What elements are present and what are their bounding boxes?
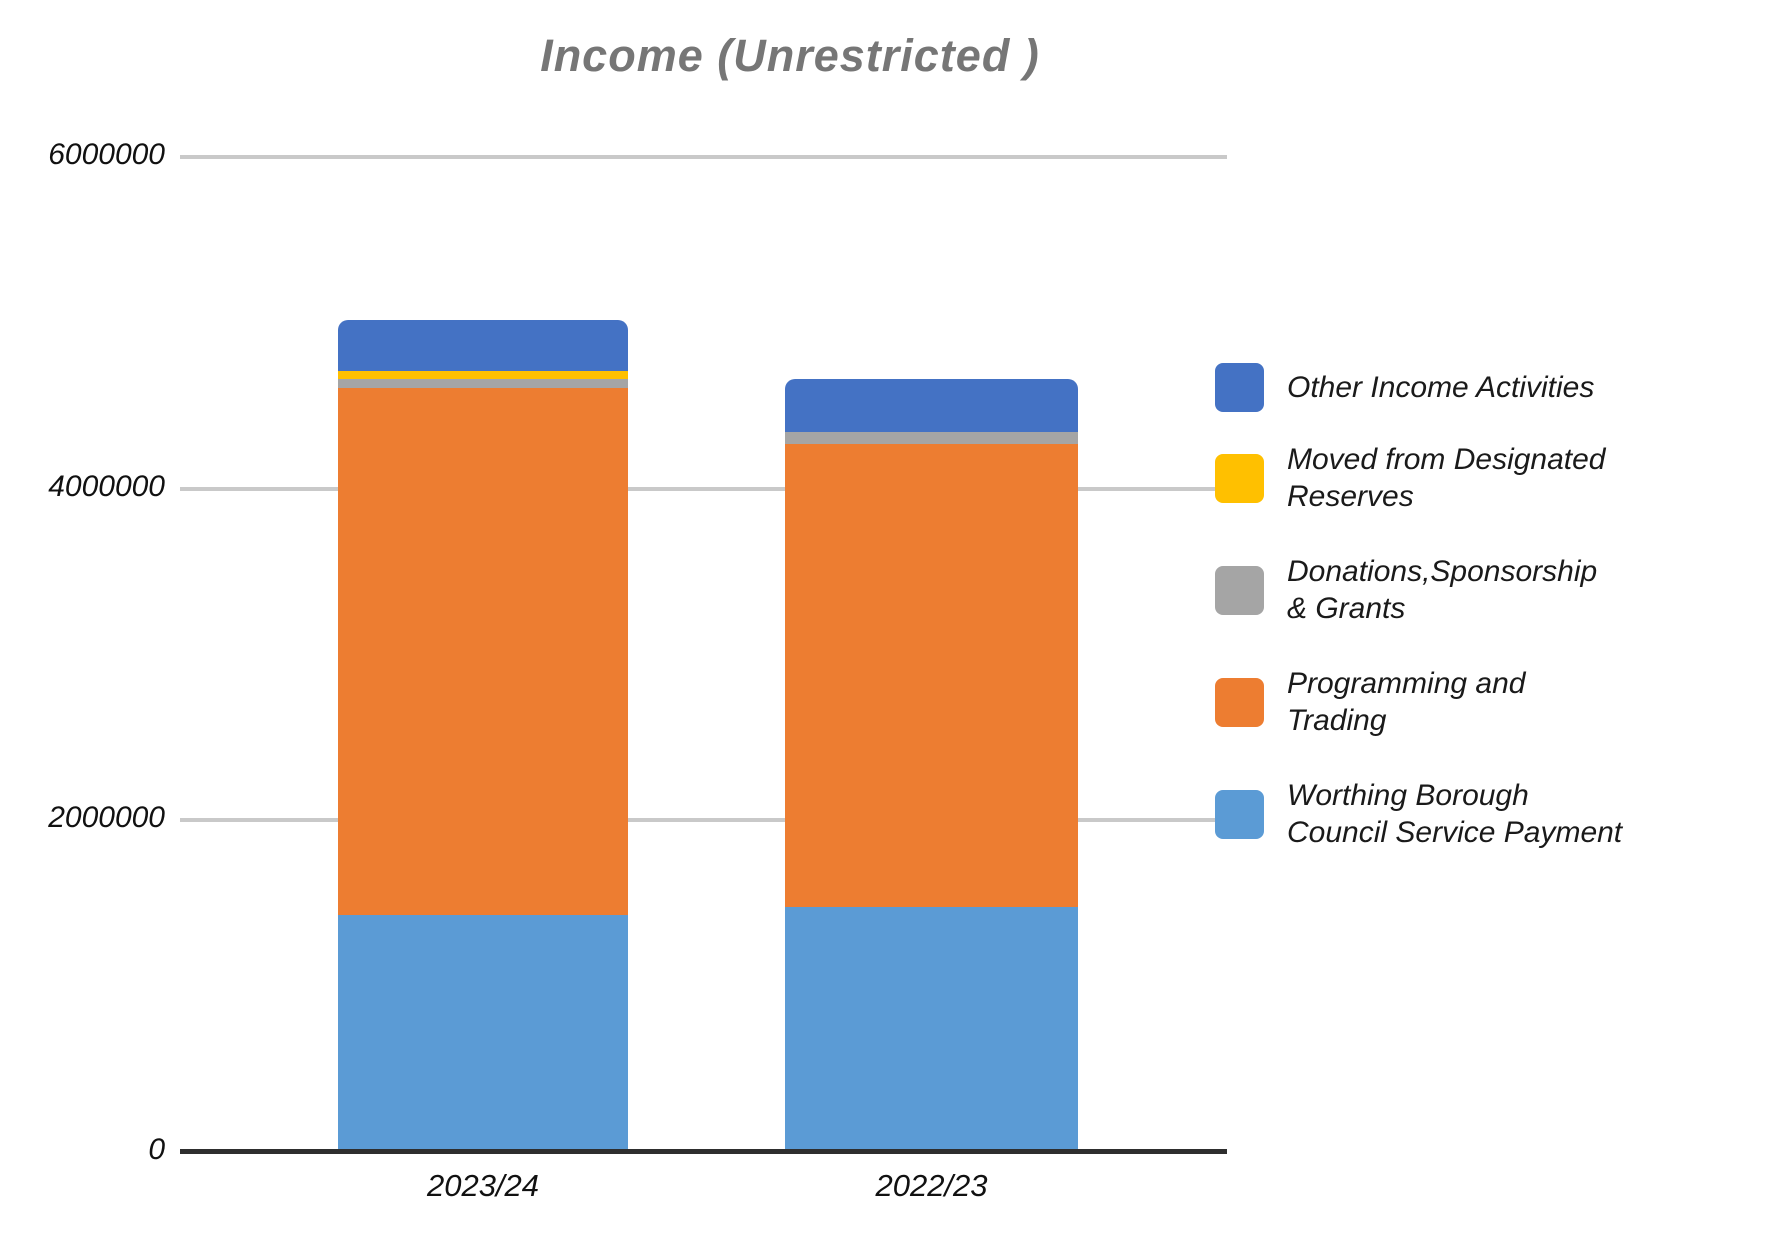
bar-segment [785,443,1078,907]
legend-swatch-moved-from-reserves [1215,453,1264,503]
bar-segment [338,387,628,915]
bar-segment [785,432,1078,444]
gridline-2000000 [180,818,1227,822]
bar-segment [785,906,1078,1152]
x-axis-label-2022-23: 2022/23 [875,1168,988,1203]
gridline-4000000 [180,487,1227,491]
bar-2022-23 [785,379,1078,1152]
legend-swatch-worthing-bc [1215,789,1264,839]
bar-segment [338,319,628,371]
bar-segment [338,370,628,380]
legend-swatch-programming-trading [1215,677,1264,727]
legend-swatch-other-income [1215,363,1264,412]
gridline-6000000 [180,155,1227,159]
y-axis-tick-label-6000000: 6000000 [48,138,165,171]
y-axis-tick-label-0: 0 [148,1133,165,1166]
legend-swatch-donations [1215,565,1264,615]
bar-segment [785,379,1078,433]
legend-item-other-income: Other Income Activities [1215,363,1594,412]
legend-label: Programming and Trading [1287,667,1526,737]
bar-2023-24 [338,319,628,1152]
legend-label: Worthing Borough Council Service Payment [1287,779,1623,849]
x-axis-label-2023-24: 2023/24 [426,1168,540,1203]
legend-label: Moved from Designated Reserves [1287,443,1606,513]
legend-item-programming-trading: Programming and Trading [1215,665,1525,739]
x-axis-line [180,1149,1227,1154]
legend-item-moved-from-reserves: Moved from Designated Reserves [1215,441,1606,515]
bar-segment [338,379,628,388]
legend-item-worthing-bc: Worthing Borough Council Service Payment [1215,777,1622,851]
legend-label: Other Income Activities [1287,371,1595,404]
chart-title: Income (Unrestricted ) [540,30,1040,81]
y-axis-tick-label-4000000: 4000000 [48,470,165,503]
legend-item-donations: Donations,Sponsorship & Grants [1215,553,1597,627]
bar-segment [338,914,628,1152]
legend-label: Donations,Sponsorship & Grants [1287,555,1598,625]
y-axis-tick-label-2000000: 2000000 [48,801,165,834]
